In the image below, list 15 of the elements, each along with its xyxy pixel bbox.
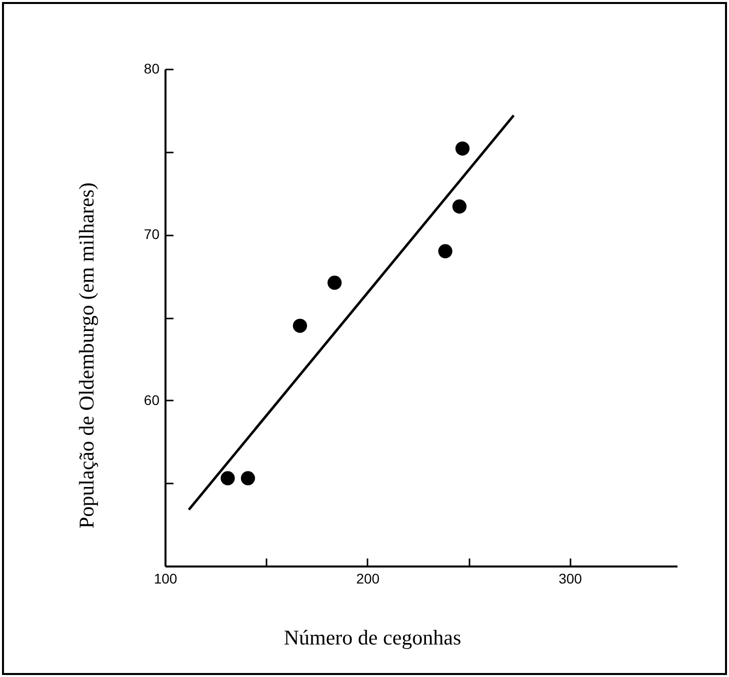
y-tick-label: 70 [144, 226, 160, 242]
point [438, 244, 452, 258]
x-tick-label: 100 [154, 570, 178, 586]
y-tick-label: 60 [144, 392, 160, 408]
x-tick-label: 200 [356, 570, 380, 586]
x-axis-title: Número de cegonhas [284, 626, 462, 650]
point [292, 318, 308, 333]
point [455, 141, 470, 156]
point [452, 199, 467, 214]
point [328, 276, 342, 290]
point [240, 471, 256, 486]
y-tick-label: 80 [144, 60, 160, 76]
y-axis-title: População de Oldemburgo (em milhares) [74, 182, 98, 529]
point [220, 471, 235, 486]
x-tick-label: 300 [558, 570, 582, 586]
